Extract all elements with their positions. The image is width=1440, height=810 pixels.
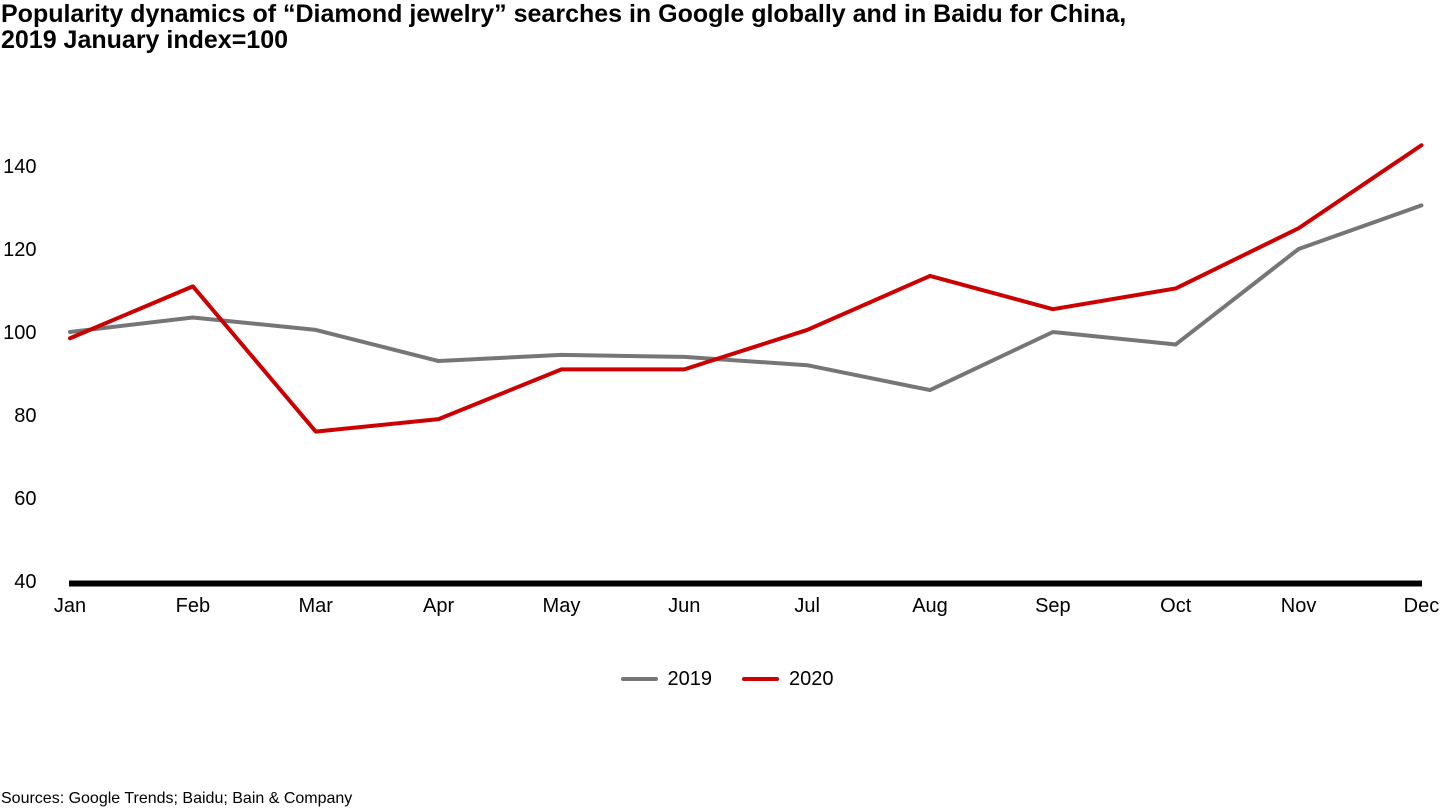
chart-title-line2: 2019 January index=100 — [1, 26, 288, 54]
x-tick-label-jan: Jan — [54, 595, 86, 617]
chart-legend: 2019 2020 — [0, 667, 1440, 691]
y-tick-label-40: 40 — [14, 571, 36, 593]
legend-label-2019: 2019 — [667, 668, 713, 690]
x-tick-label-apr: Apr — [423, 595, 454, 617]
x-tick-label-feb: Feb — [176, 595, 210, 617]
x-tick-label-dec: Dec — [1404, 595, 1440, 617]
x-axis-month-labels: Jan Feb Mar Apr May Jun Jul Aug Sep Oct Nov Dec — [54, 595, 1439, 617]
x-tick-label-may: May — [543, 595, 581, 617]
x-tick-label-jun: Jun — [668, 595, 700, 617]
y-tick-label-140: 140 — [3, 156, 36, 178]
legend-swatch-2020-line — [742, 677, 779, 681]
chart-title-line1: Popularity dynamics of “Diamond jewelry”… — [1, 0, 1127, 28]
source-note: Sources: Google Trends; Baidu; Bain & Co… — [1, 790, 353, 807]
chart-title: Popularity dynamics of “Diamond jewelry”… — [1, 1, 1126, 53]
series-2020-line — [68, 143, 1424, 434]
y-tick-label-60: 60 — [14, 488, 36, 510]
legend-label-2020: 2020 — [789, 668, 834, 690]
y-tick-label-100: 100 — [3, 322, 36, 344]
x-tick-label-nov: Nov — [1281, 595, 1317, 617]
x-tick-label-mar: Mar — [298, 595, 333, 617]
series-2019-line — [68, 203, 1424, 393]
y-tick-label-120: 120 — [3, 239, 36, 261]
legend-item-2019: 2019 — [620, 667, 713, 691]
x-tick-label-jul: Jul — [794, 595, 820, 617]
x-tick-label-oct: Oct — [1160, 595, 1192, 617]
legend-item-2020: 2020 — [742, 667, 834, 691]
y-axis-tick-labels: 40 60 80 100 120 140 — [3, 156, 36, 593]
legend-swatch-2019-line — [620, 677, 658, 681]
y-tick-label-80: 80 — [14, 405, 36, 427]
x-tick-label-sep: Sep — [1035, 595, 1071, 617]
x-tick-label-aug: Aug — [912, 595, 948, 617]
